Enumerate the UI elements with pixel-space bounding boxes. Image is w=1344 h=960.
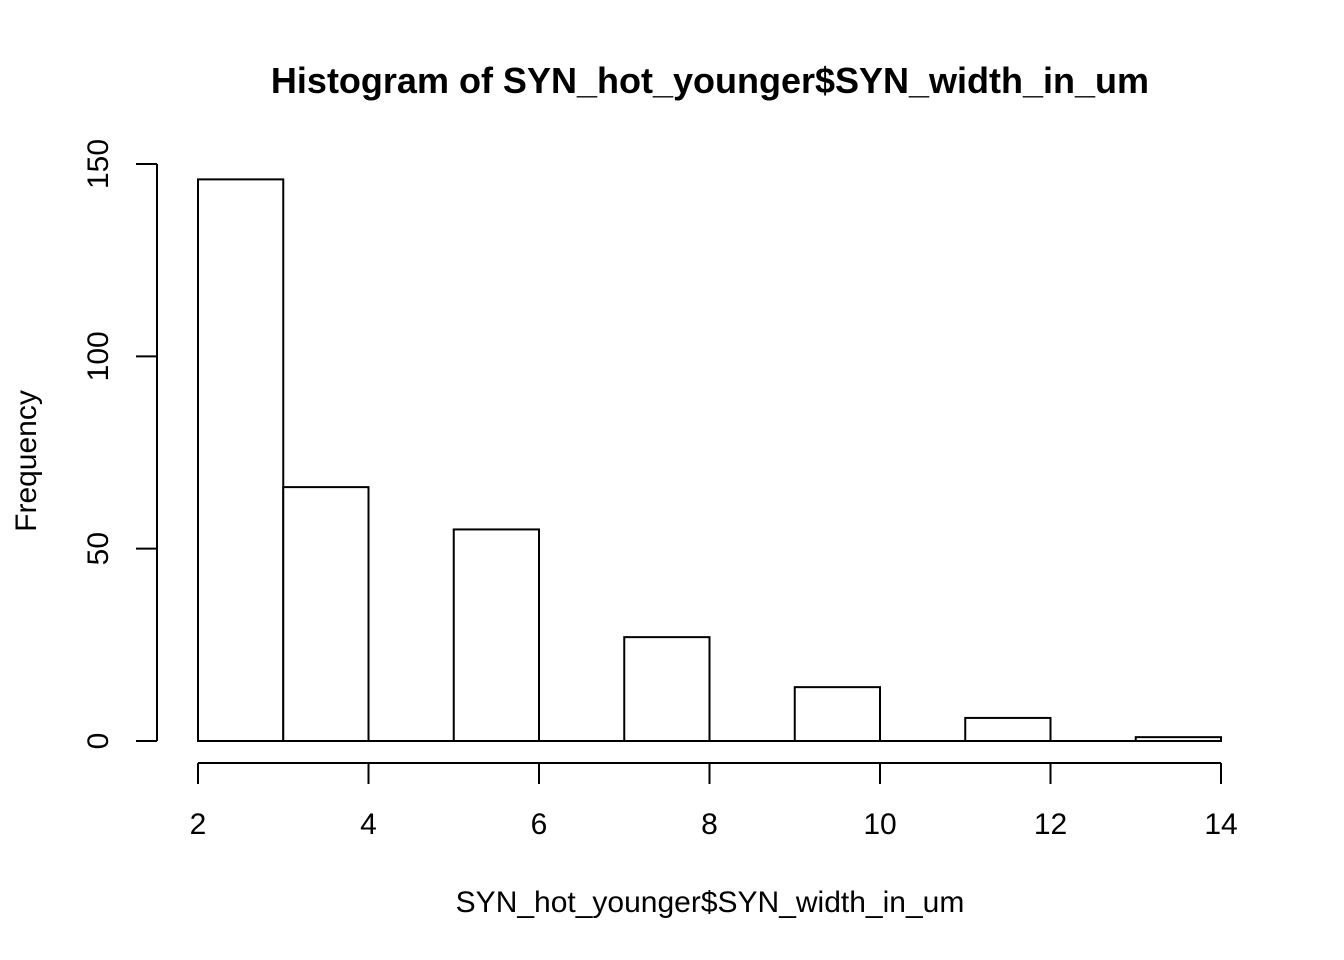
histogram-bar	[623, 636, 711, 743]
x-axis-label: SYN_hot_younger$SYN_width_in_um	[456, 886, 965, 919]
y-tick-label: 0	[82, 733, 115, 750]
y-tick-label: 100	[82, 331, 115, 381]
histogram-bar	[793, 686, 881, 742]
y-tick-label: 50	[82, 532, 115, 565]
x-tick-label: 12	[1034, 808, 1067, 841]
x-axis-ticks: 2 4 6 8 10 12 14	[190, 763, 1238, 841]
histogram-bar	[282, 486, 370, 742]
bars-group	[197, 178, 1222, 743]
y-axis-label: Frequency	[10, 390, 43, 532]
x-tick-label: 10	[863, 808, 896, 841]
y-axis-ticks: 0 50 100 150	[82, 139, 157, 749]
histogram-bar	[1134, 736, 1222, 742]
x-tick-label: 6	[531, 808, 548, 841]
chart-title: Histogram of SYN_hot_younger$SYN_width_i…	[271, 60, 1149, 101]
x-tick-label: 4	[360, 808, 377, 841]
histogram-bar	[964, 716, 1052, 742]
x-tick-label: 2	[190, 808, 207, 841]
histogram-bar	[197, 178, 285, 743]
histogram-bar	[452, 528, 540, 743]
x-tick-label: 14	[1204, 808, 1237, 841]
y-tick-label: 150	[82, 139, 115, 189]
x-tick-label: 8	[701, 808, 718, 841]
